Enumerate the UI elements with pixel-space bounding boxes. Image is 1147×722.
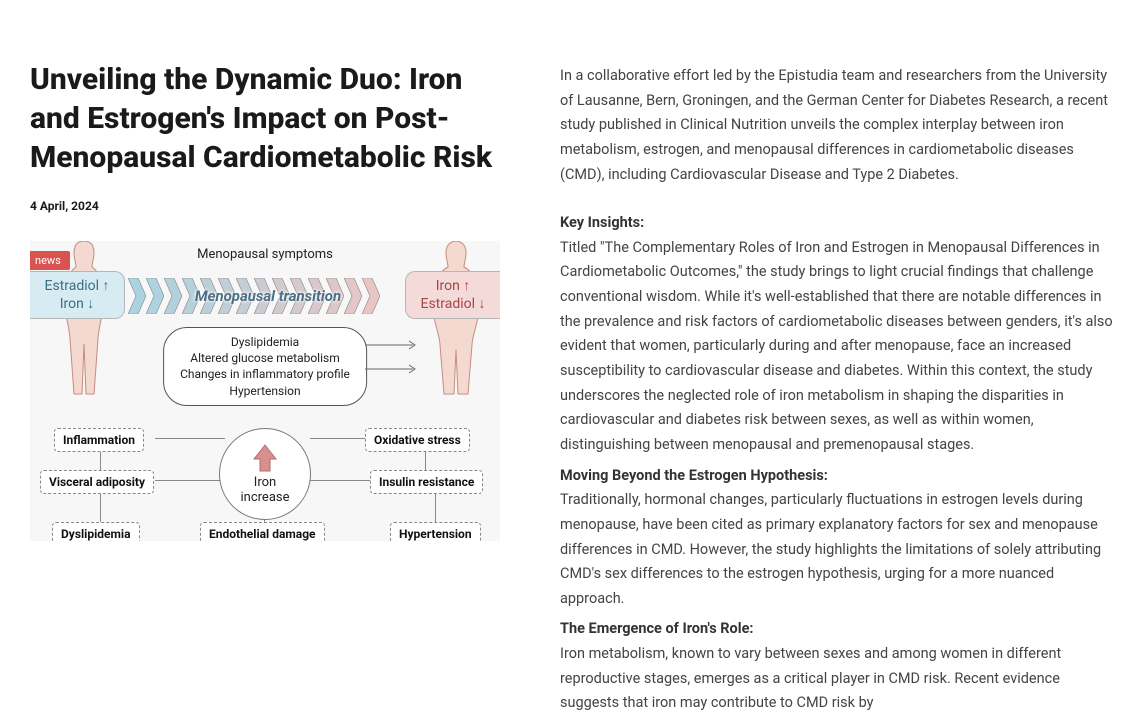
left-column: Unveiling the Dynamic Duo: Iron and Estr… — [30, 60, 500, 722]
transition-label: Menopausal transition — [195, 287, 341, 305]
article-title: Unveiling the Dynamic Duo: Iron and Estr… — [30, 60, 500, 177]
oval-line4: Hypertension — [180, 383, 350, 399]
right-column: In a collaborative effort led by the Epi… — [560, 60, 1117, 722]
intro-paragraph: In a collaborative effort led by the Epi… — [560, 64, 1117, 187]
pill-left-line1: Estradiol ↑ — [38, 277, 116, 295]
node-hypertension: Hypertension — [390, 522, 481, 541]
pill-left-line2: Iron ↓ — [38, 295, 116, 313]
oval-line1: Dyslipidemia — [180, 334, 350, 350]
arrow-icon — [365, 337, 420, 377]
iron-increase-circle: Iron increase — [219, 428, 311, 520]
para-iron: Iron metabolism, known to vary between s… — [560, 642, 1117, 716]
chevron-icon — [344, 278, 362, 314]
article-page: Unveiling the Dynamic Duo: Iron and Estr… — [0, 0, 1147, 722]
network-diagram: Inflammation Visceral adiposity Dyslipid… — [40, 406, 490, 541]
node-inflammation: Inflammation — [54, 428, 144, 452]
node-visceral: Visceral adiposity — [40, 470, 154, 494]
node-insulin: Insulin resistance — [370, 470, 483, 494]
transition-band: Menopausal transition — [128, 275, 408, 317]
up-arrow-icon — [250, 443, 280, 473]
pill-premenopausal: Estradiol ↑ Iron ↓ — [30, 271, 125, 319]
subhead-iron: The Emergence of Iron's Role: — [560, 617, 1117, 642]
node-oxidative: Oxidative stress — [365, 428, 470, 452]
para-key-insights: Titled "The Complementary Roles of Iron … — [560, 236, 1117, 458]
subhead-key-insights: Key Insights: — [560, 211, 1117, 236]
pill-right-line1: Iron ↑ — [414, 277, 492, 295]
chevron-icon — [164, 278, 182, 314]
para-estrogen: Traditionally, hormonal changes, particu… — [560, 488, 1117, 611]
pill-right-line2: Estradiol ↓ — [414, 295, 492, 313]
iron-label-2: increase — [241, 490, 290, 505]
oval-line2: Altered glucose metabolism — [180, 350, 350, 366]
oval-line3: Changes in inflammatory profile — [180, 366, 350, 382]
node-endothelial: Endothelial damage — [200, 522, 325, 541]
chevron-icon — [362, 278, 380, 314]
article-date: 4 April, 2024 — [30, 199, 500, 213]
pill-postmenopausal: Iron ↑ Estradiol ↓ — [405, 271, 500, 319]
subhead-estrogen: Moving Beyond the Estrogen Hypothesis: — [560, 464, 1117, 489]
chevron-icon — [128, 278, 146, 314]
label-menopausal-symptoms: Menopausal symptoms — [197, 247, 333, 262]
news-badge: news — [30, 251, 70, 270]
node-dyslipidemia: Dyslipidemia — [52, 522, 140, 541]
symptom-oval: Dyslipidemia Altered glucose metabolism … — [163, 327, 367, 406]
figure-container: news Menopausal symptoms Estradiol ↑ Iro… — [30, 241, 500, 541]
iron-label-1: Iron — [254, 475, 276, 490]
chevron-icon — [146, 278, 164, 314]
infographic: Menopausal symptoms Estradiol ↑ Iron ↓ I… — [30, 241, 500, 541]
